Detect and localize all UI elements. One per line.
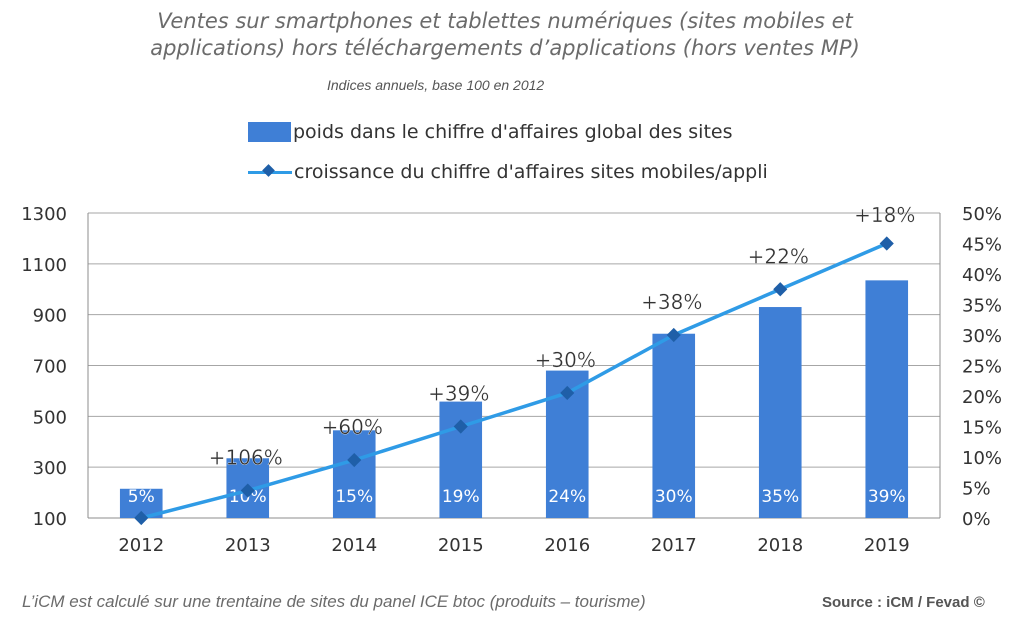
y-left-tick-label: 300 [33, 458, 67, 479]
x-tick-label: 2012 [118, 535, 164, 556]
growth-data-label: +18% [854, 203, 915, 227]
growth-data-label: +60% [322, 415, 383, 439]
growth-data-label: +22% [748, 244, 809, 268]
growth-marker [666, 327, 681, 343]
legend-item-line: croissance du chiffre d'affaires sites m… [248, 158, 768, 186]
chart-subtitle: Indices annuels, base 100 en 2012 [327, 77, 545, 93]
bar [758, 307, 802, 518]
growth-marker [773, 282, 788, 297]
y-right-tick-label: 30% [962, 326, 1002, 347]
x-tick-label: 2019 [864, 535, 910, 556]
bar-data-label: 35% [761, 487, 799, 507]
x-tick-label: 2014 [331, 535, 377, 556]
growth-marker [134, 510, 149, 526]
footer-note: L’iCM est calculé sur une trentaine de s… [22, 592, 646, 611]
growth-marker [347, 452, 362, 468]
legend-line-swatch [248, 162, 292, 182]
growth-data-label: +30% [535, 348, 596, 372]
legend-label-line: croissance du chiffre d'affaires sites m… [294, 161, 768, 183]
growth-data-label: +39% [428, 382, 489, 406]
y-right-tick-label: 0% [962, 509, 991, 530]
y-left-tick-label: 1100 [21, 255, 67, 276]
growth-data-label: +106% [209, 446, 283, 470]
y-right-tick-label: 15% [962, 418, 1002, 439]
x-tick-label: 2016 [544, 535, 590, 556]
y-right-tick-label: 50% [962, 204, 1002, 225]
growth-data-label: +38% [641, 290, 702, 314]
bar [332, 430, 376, 518]
source-credit: Source : iCM / Fevad © [822, 594, 985, 611]
legend-bar-swatch [248, 122, 291, 142]
growth-marker [560, 385, 575, 401]
y-right-tick-label: 40% [962, 265, 1002, 286]
y-right-tick-label: 25% [962, 357, 1002, 378]
bar [652, 333, 696, 518]
bar-data-label: 30% [655, 487, 693, 507]
chart-title-line2: applications) hors téléchargements d’app… [150, 36, 860, 60]
bar-data-label: 24% [548, 487, 586, 507]
y-right-tick-label: 35% [962, 296, 1002, 317]
x-tick-label: 2018 [757, 535, 803, 556]
chart-title-line1: Ventes sur smartphones et tablettes numé… [157, 9, 853, 33]
growth-marker [453, 419, 468, 434]
bar [865, 280, 909, 518]
growth-line [140, 241, 888, 520]
x-tick-label: 2017 [651, 535, 697, 556]
y-right-tick-label: 5% [962, 479, 991, 500]
y-left-tick-label: 700 [33, 357, 67, 378]
bar-data-label: 15% [335, 487, 373, 507]
y-right-tick-label: 45% [962, 235, 1002, 256]
y-left-tick-label: 1300 [21, 204, 67, 225]
y-left-tick-label: 900 [33, 306, 67, 327]
x-tick-label: 2015 [438, 535, 484, 556]
legend-label-bars: poids dans le chiffre d'affaires global … [293, 121, 733, 143]
bar-data-label: 39% [868, 487, 906, 507]
bar-data-label: 19% [442, 487, 480, 507]
y-right-tick-label: 20% [962, 387, 1002, 408]
growth-marker [879, 236, 894, 251]
x-tick-label: 2013 [225, 535, 271, 556]
y-right-tick-label: 10% [962, 448, 1002, 469]
growth-marker [240, 483, 255, 498]
y-left-tick-label: 100 [33, 509, 67, 530]
legend-item-bars: poids dans le chiffre d'affaires global … [248, 118, 733, 146]
bar-data-label: 5% [128, 487, 155, 507]
y-left-tick-label: 500 [33, 407, 67, 428]
